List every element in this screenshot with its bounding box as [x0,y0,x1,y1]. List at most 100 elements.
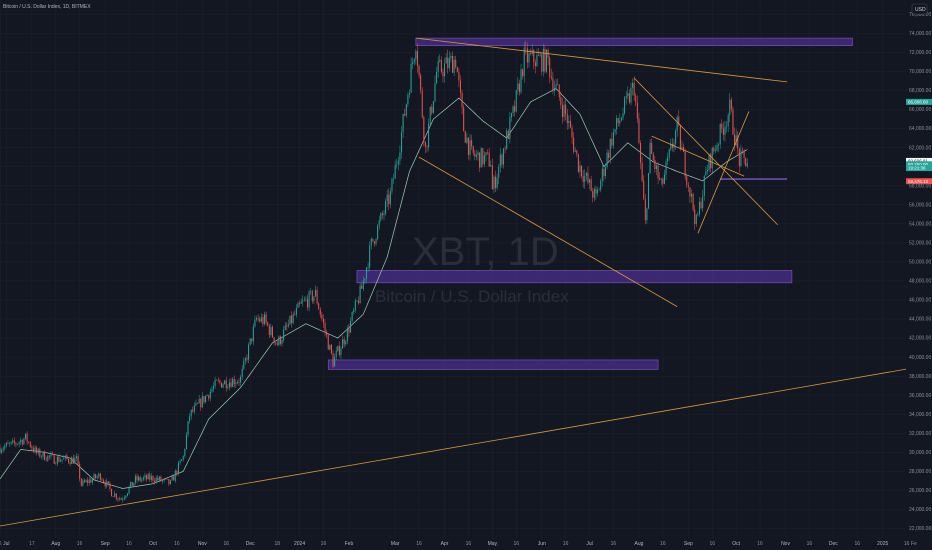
candle [284,322,286,331]
trendline[interactable] [415,37,788,83]
price-axis-label: 64,000.00 [909,126,931,132]
candle [592,187,594,203]
candle [539,51,541,58]
trendline[interactable] [651,135,745,177]
candle [265,311,267,326]
candle [330,343,332,355]
candle [662,177,664,188]
candle [453,55,455,76]
candle [461,89,463,115]
candle [635,93,637,107]
candle [287,319,289,328]
time-axis-label: 2024 [294,541,305,547]
price-axis-label: 74,000.00 [909,31,931,37]
price-axis-label: 26,000.00 [909,488,931,494]
candle [125,495,127,500]
price-tag: 60,250.00 [906,161,932,168]
candle [179,458,181,466]
time-axis-label: 16 [757,541,763,547]
trendline[interactable] [697,111,750,234]
candle [4,443,6,451]
candle [259,316,261,323]
time-axis-label: 16 [77,541,83,547]
candle [74,455,76,464]
candle [216,379,218,381]
candle [300,298,302,305]
candle [365,266,367,284]
candle [472,145,474,156]
candle [474,149,476,161]
candle [740,144,742,168]
candle [313,296,315,305]
candle [627,86,629,100]
candle [23,437,25,445]
time-axis-label: 16 [563,541,569,547]
price-tag: 58,476.13 [906,178,932,185]
price-axis-label: 36,000.00 [909,393,931,399]
candle [72,454,74,465]
candle [512,105,514,117]
time-axis-label: 18 [274,541,280,547]
price-zone[interactable] [356,270,793,284]
candle [404,108,406,117]
candle [485,152,487,162]
candle [480,146,482,168]
candle [249,338,251,346]
candle [614,129,616,136]
candle [741,147,744,155]
candle [36,445,38,456]
candle [553,80,556,96]
candle [171,474,173,481]
candle [34,445,36,454]
candle [552,71,554,95]
candle [61,459,63,464]
candle [130,481,132,489]
candle [295,304,297,318]
candle [123,495,125,501]
candle [337,345,339,352]
moving-average-path [0,88,748,489]
candle [348,323,350,338]
candle [573,132,575,154]
candle [697,211,699,217]
currency-button[interactable]: USD [911,3,928,15]
candle [154,477,156,485]
candle [157,475,159,482]
time-axis-label: Sep [101,541,110,547]
candle [311,289,313,304]
candle [122,496,124,503]
watermark-name: Bitcoin / U.S. Dollar Index [375,287,569,306]
candle [292,311,294,325]
trendline[interactable] [0,368,910,527]
candle [354,298,356,313]
candle [224,379,226,385]
price-axis-label: 76,000.00 [909,12,931,18]
time-axis-label: Sep [684,541,693,547]
candle [703,175,705,201]
price-axis-label: 66,000.00 [909,107,931,113]
time-axis-label: 16 [709,541,715,547]
price-tag: 19:21:36 [906,165,932,172]
candle [310,287,312,295]
candle [408,89,411,99]
candle [471,134,473,151]
trendlines[interactable] [0,37,910,527]
candle [611,132,613,149]
candle [510,112,512,122]
candle [541,52,543,76]
price-axis[interactable]: 22,000.00 24,000.00 26,000.00 28,000.00 30,0… [906,0,932,538]
time-axis[interactable]: 6Jul17Aug16Sep16Oct16Nov16Dec18202416Feb… [0,538,932,550]
candle [99,472,101,482]
candle [205,395,207,404]
candle [118,496,121,502]
candle [469,133,471,161]
candle [31,444,33,451]
candle [20,437,22,446]
price-zone[interactable] [327,359,659,370]
candle [275,342,277,346]
trendline[interactable] [418,156,678,307]
trendline[interactable] [633,77,778,226]
price-zone[interactable] [415,37,853,47]
candle [716,142,718,152]
